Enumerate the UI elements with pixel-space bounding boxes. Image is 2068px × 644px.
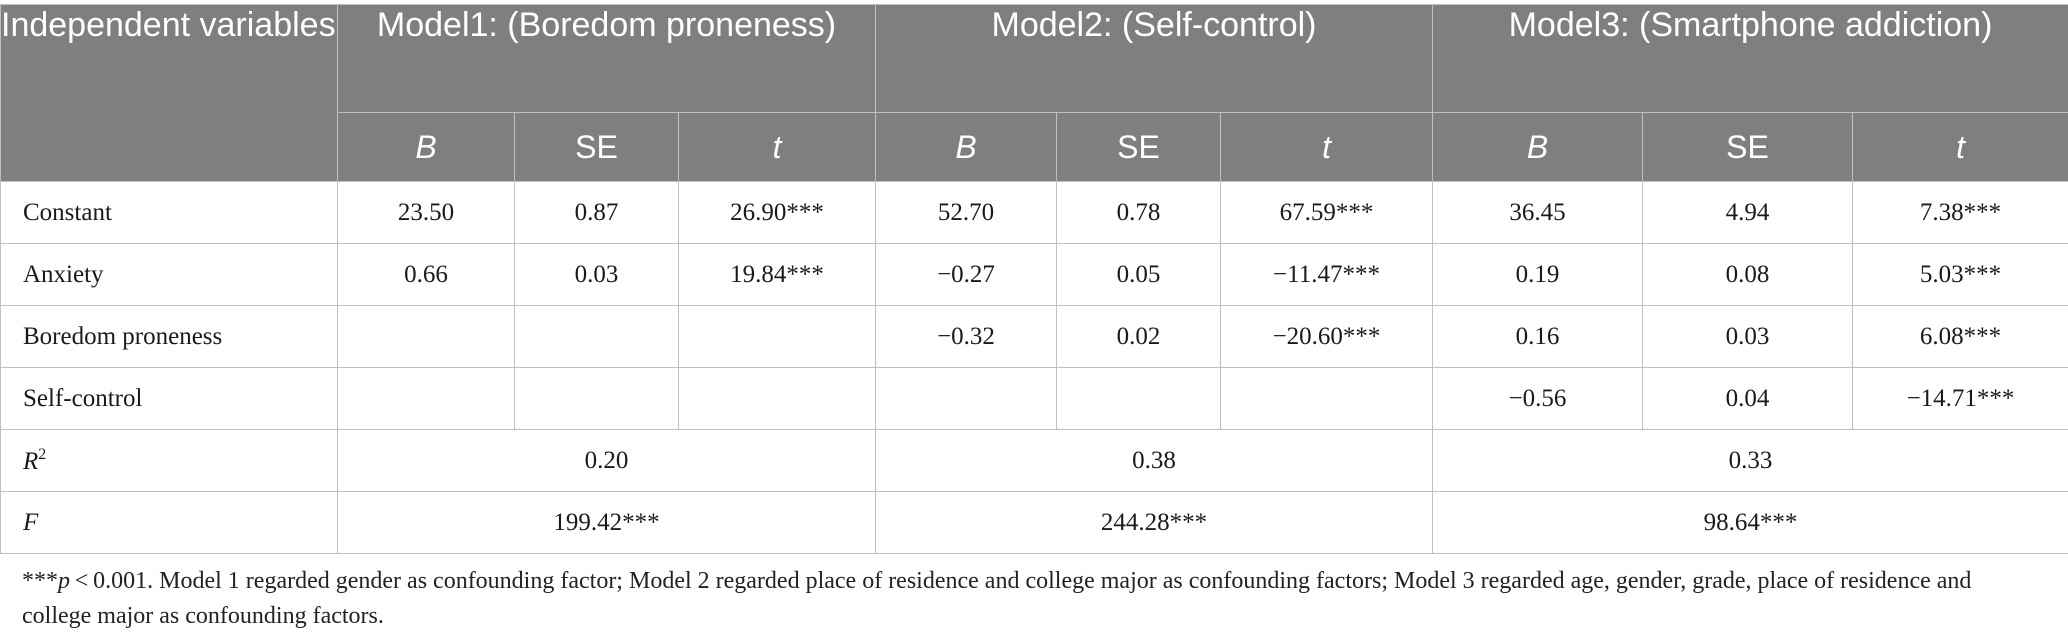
footnote-stars: ***	[22, 568, 58, 594]
table-cell: 5.03***	[1852, 243, 2068, 306]
table-cell: 0.04	[1642, 367, 1854, 430]
table-cell: −0.32	[875, 305, 1058, 368]
header-row-models: Independent variables Model1: (Boredom p…	[0, 4, 2068, 182]
model1-t-header: t	[677, 112, 877, 182]
table-cell: 26.90***	[677, 181, 877, 244]
row-label: Anxiety	[0, 243, 338, 306]
table-cell: −0.56	[1432, 367, 1644, 430]
model1-se-header: SE	[514, 112, 679, 182]
table-cell: 4.94	[1642, 181, 1854, 244]
table-row-self-control: Self-control −0.56 0.04 −14.71***	[0, 367, 2068, 430]
table-cell: −11.47***	[1220, 243, 1434, 306]
table-cell: 52.70	[875, 181, 1058, 244]
model1-b-header: B	[337, 112, 515, 182]
table-row-constant: Constant 23.50 0.87 26.90*** 52.70 0.78 …	[0, 181, 2068, 244]
row-label: Self-control	[0, 367, 338, 430]
regression-table: Independent variables Model1: (Boredom p…	[0, 4, 2068, 554]
table-cell: 0.08	[1642, 243, 1854, 306]
footnote-text: < 0.001. Model 1 regarded gender as conf…	[22, 568, 1972, 629]
model1-f: 199.42***	[336, 491, 877, 554]
header-row-stats: B SE t B SE t B SE t	[1, 112, 2068, 182]
table-cell	[875, 367, 1058, 430]
table-cell: 0.05	[1056, 243, 1222, 306]
table-cell: 0.78	[1056, 181, 1222, 244]
table-cell: 0.03	[514, 243, 679, 306]
f-label: F	[0, 491, 338, 554]
r-label: R	[23, 447, 39, 475]
model3-b-header: B	[1432, 112, 1644, 182]
table-cell: 67.59***	[1220, 181, 1434, 244]
footnote-p-symbol: p	[58, 568, 70, 594]
table-cell: 0.16	[1432, 305, 1644, 368]
row-label: Constant	[0, 181, 338, 244]
table-cell: 0.02	[1056, 305, 1222, 368]
table-row-anxiety: Anxiety 0.66 0.03 19.84*** −0.27 0.05 −1…	[0, 243, 2068, 306]
table-cell	[337, 367, 515, 430]
table-cell: −14.71***	[1852, 367, 2068, 430]
model3-t-header: t	[1852, 112, 2068, 182]
table-cell: 0.19	[1432, 243, 1644, 306]
table-cell	[514, 367, 679, 430]
model2-f: 244.28***	[875, 491, 1434, 554]
model1-header: Model1: (Boredom proneness)	[336, 4, 877, 113]
table-cell: 6.08***	[1852, 305, 2068, 368]
table-row-f: F 199.42*** 244.28*** 98.64***	[0, 491, 2068, 554]
r-squared-label: R2	[0, 429, 338, 492]
table-cell	[677, 305, 877, 368]
table-cell: 0.87	[514, 181, 679, 244]
table-cell: −20.60***	[1220, 305, 1434, 368]
model2-se-header: SE	[1056, 112, 1222, 182]
model2-header: Model2: (Self-control)	[875, 4, 1434, 113]
table-cell	[514, 305, 679, 368]
model2-b-header: B	[875, 112, 1058, 182]
model3-r-squared: 0.33	[1432, 429, 2068, 492]
model1-r-squared: 0.20	[336, 429, 877, 492]
table-cell	[337, 305, 515, 368]
model3-header: Model3: (Smartphone addiction)	[1432, 4, 2068, 113]
row-label: Boredom proneness	[0, 305, 338, 368]
table-cell	[1056, 367, 1222, 430]
table-cell: 7.38***	[1852, 181, 2068, 244]
independent-variables-header: Independent variables	[0, 4, 338, 182]
table-cell	[677, 367, 877, 430]
table-cell: 0.03	[1642, 305, 1854, 368]
table-cell: 0.66	[337, 243, 515, 306]
table-cell	[1220, 367, 1434, 430]
table-row-r-squared: R2 0.20 0.38 0.33	[0, 429, 2068, 492]
table-footnote: ***p < 0.001. Model 1 regarded gender as…	[22, 564, 2042, 634]
table-row-boredom-proneness: Boredom proneness −0.32 0.02 −20.60*** 0…	[0, 305, 2068, 368]
model3-se-header: SE	[1642, 112, 1854, 182]
model2-t-header: t	[1220, 112, 1434, 182]
model2-r-squared: 0.38	[875, 429, 1434, 492]
model3-f: 98.64***	[1432, 491, 2068, 554]
r-label-superscript: 2	[38, 445, 47, 463]
table-cell: 23.50	[337, 181, 515, 244]
table-cell: 19.84***	[677, 243, 877, 306]
table-cell: −0.27	[875, 243, 1058, 306]
table-cell: 36.45	[1432, 181, 1644, 244]
